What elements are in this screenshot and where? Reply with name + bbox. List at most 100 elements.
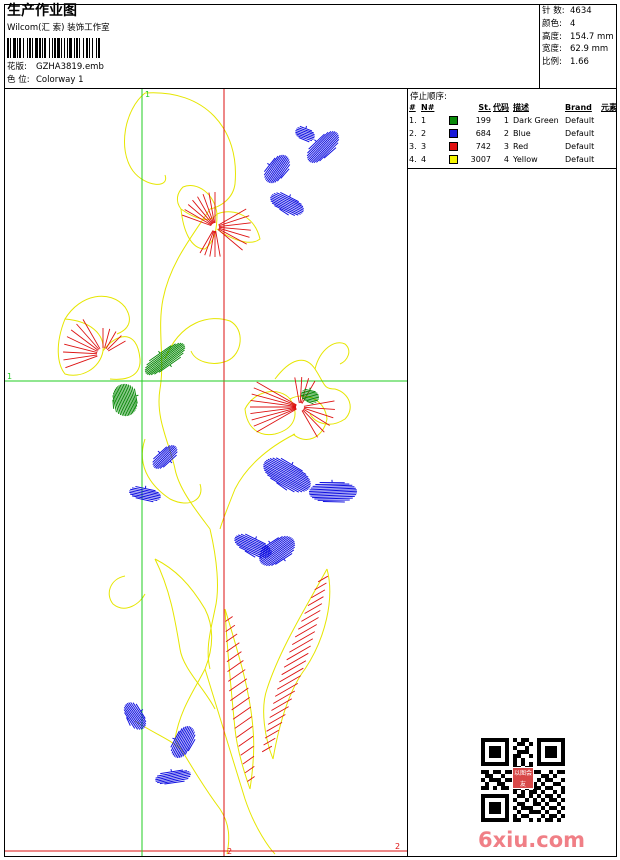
red-petal-stitches — [301, 400, 335, 438]
blue-leaf — [306, 130, 340, 164]
qr-module — [525, 738, 529, 742]
qr-module — [497, 746, 501, 750]
qr-module — [481, 758, 485, 762]
row-brand: Default — [565, 155, 595, 164]
table-row: 1. 1 199 1 Dark Green Default — [409, 114, 617, 127]
red-petal-stitches — [217, 208, 251, 251]
row-brand: Default — [565, 116, 595, 125]
qr-module — [497, 762, 501, 766]
qr-module — [545, 774, 549, 778]
col-header-brand: Brand — [565, 103, 592, 112]
qr-module — [513, 814, 517, 818]
qr-module — [517, 742, 521, 746]
qr-module — [481, 770, 485, 774]
col-header-swatch — [449, 101, 469, 114]
qr-module — [557, 738, 561, 742]
qr-module — [489, 738, 493, 742]
qr-module — [481, 750, 485, 754]
qr-module — [545, 794, 549, 798]
qr-module — [529, 810, 533, 814]
design-file-name: GZHA3819.emb — [36, 62, 104, 72]
qr-module — [533, 786, 537, 790]
qr-module — [481, 742, 485, 746]
qr-module — [541, 762, 545, 766]
qr-module — [529, 762, 533, 766]
qr-module — [497, 806, 501, 810]
qr-module — [489, 762, 493, 766]
qr-module — [529, 794, 533, 798]
qr-module — [549, 806, 553, 810]
table-row: 2. 2 684 2 Blue Default — [409, 127, 617, 140]
stat-row: 针 数: 4634 — [542, 6, 592, 16]
red-petal-stitches — [250, 381, 297, 433]
qr-code — [481, 738, 565, 822]
qr-module — [529, 742, 533, 746]
blue-leaf — [258, 535, 296, 567]
row-element — [601, 153, 617, 166]
header-divider — [4, 88, 617, 89]
qr-module — [489, 810, 493, 814]
qr-module — [537, 758, 541, 762]
qr-module — [497, 810, 501, 814]
row-element — [601, 140, 617, 153]
qr-module — [481, 810, 485, 814]
qr-module — [549, 778, 553, 782]
qr-module — [505, 778, 509, 782]
qr-module — [505, 762, 509, 766]
qr-module — [525, 798, 529, 802]
qr-module — [537, 738, 541, 742]
bottom-stem — [204, 668, 276, 855]
qr-module — [489, 818, 493, 822]
qr-module — [489, 802, 493, 806]
qr-module — [513, 798, 517, 802]
qr-module — [501, 786, 505, 790]
qr-module — [485, 782, 489, 786]
red-petal-stitches — [181, 192, 216, 227]
blue-leaf — [155, 768, 191, 785]
qr-module — [513, 806, 517, 810]
qr-module — [497, 778, 501, 782]
red-petal-stitches — [102, 328, 126, 352]
table-bottom-rule — [407, 168, 617, 169]
qr-module — [553, 790, 557, 794]
qr-module — [509, 770, 513, 774]
left-tendril — [141, 438, 202, 504]
qr-module — [525, 814, 529, 818]
qr-module — [517, 750, 521, 754]
blue-leaf — [123, 702, 147, 730]
flower-top-petal-3 — [216, 211, 261, 243]
qr-module — [533, 802, 537, 806]
qr-module — [537, 746, 541, 750]
qr-module — [553, 738, 557, 742]
red-petal-stitches — [63, 319, 101, 369]
qr-module — [525, 750, 529, 754]
qr-module — [541, 782, 545, 786]
blue-leaf — [170, 725, 196, 759]
qr-module — [545, 754, 549, 758]
qr-module — [557, 810, 561, 814]
qr-module — [497, 802, 501, 806]
qr-module — [561, 786, 565, 790]
qr-module — [485, 786, 489, 790]
qr-module — [521, 738, 525, 742]
blue-leaf — [270, 191, 304, 217]
stats-panel: 针 数: 4634 颜色: 4 高度: 154.7 mm 宽度: 62.9 mm 比例:… — [542, 5, 614, 69]
color-swatch — [449, 142, 458, 151]
qr-module — [553, 774, 557, 778]
qr-module — [489, 794, 493, 798]
row-number: 4 — [421, 155, 427, 164]
qr-module — [549, 746, 553, 750]
qr-module — [561, 738, 565, 742]
qr-module — [557, 770, 561, 774]
qr-module — [521, 750, 525, 754]
lower-leaf-center-2 — [224, 608, 251, 790]
col-header-index: # — [409, 103, 416, 112]
red-leaf-stitches — [225, 616, 255, 782]
qr-module — [513, 754, 517, 758]
table-header-row: # N# St. 代码 描述 Brand 元素 — [409, 101, 617, 114]
qr-module — [481, 738, 485, 742]
lower-leaf-right — [272, 568, 331, 760]
qr-module — [493, 754, 497, 758]
qr-module — [521, 742, 525, 746]
top-left-curl — [124, 92, 167, 185]
